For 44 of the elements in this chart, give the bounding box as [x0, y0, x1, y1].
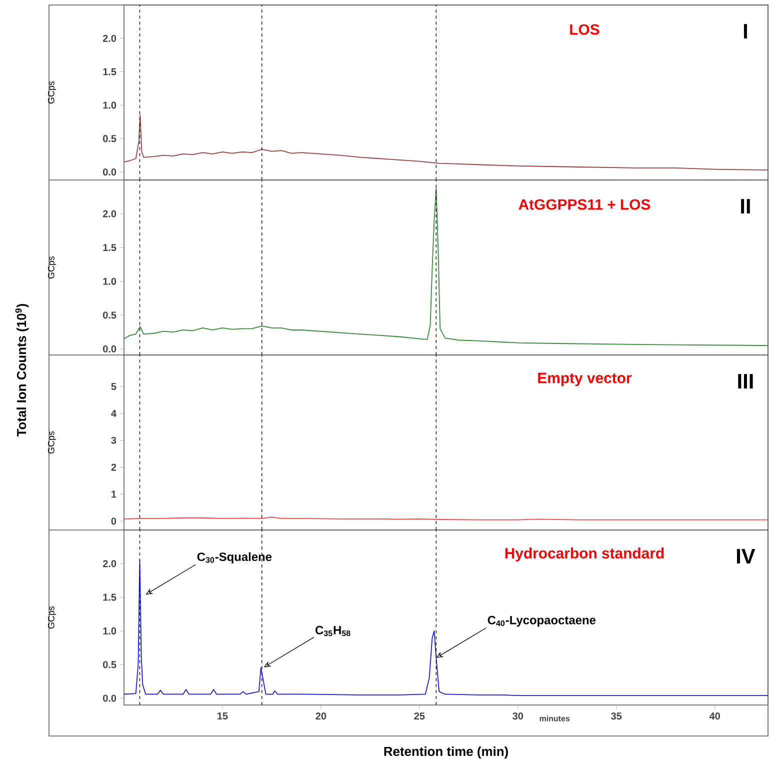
annotation: III [738, 374, 753, 388]
y-tick-label: 5 [111, 383, 116, 390]
annotation: I [744, 24, 747, 38]
annotation: II [741, 199, 750, 214]
text: Hydrocarbon standard [505, 548, 664, 562]
y-tick-label: 0 [111, 518, 116, 525]
annotation: C$_{40}$-Lycopaoctaene [488, 616, 596, 627]
x-tick-label: 25 [414, 712, 425, 720]
y-tick-label: 1.0 [103, 102, 116, 109]
y-tick-label: 2.0 [102, 560, 116, 568]
x-axis-title: Retention time (min) [384, 746, 508, 759]
y-tick-label: 0.5 [103, 312, 116, 319]
y-tick-label: 0.5 [103, 135, 116, 142]
annotation: C$_{30}$-Squalene [197, 552, 272, 564]
x-tick-label: 15 [218, 712, 228, 720]
y-tick-label: 1.5 [103, 68, 116, 76]
x-tick-label: 20 [316, 712, 326, 720]
y-tick-label: 3 [111, 436, 116, 444]
x-tick-label: 40 [709, 712, 720, 720]
y-axis-title: GCps [48, 81, 56, 104]
y-tick-label: 1.5 [103, 244, 116, 252]
text: LOS [570, 24, 600, 35]
annotation: C$_{35}$H$_{58}$ [316, 626, 350, 636]
y-axis-title: GCps [48, 606, 56, 629]
text: AtGGPPS11 + LOS [518, 199, 650, 210]
y-tick-label: 2.0 [102, 34, 116, 42]
y-tick-label: 2.0 [102, 210, 116, 218]
y-tick-label: 0.5 [103, 661, 116, 668]
y-tick-label: 0.0 [103, 345, 116, 352]
y-tick-label: 1 [112, 490, 116, 498]
y-tick-label: 0.0 [103, 694, 116, 702]
y-axis-title: GCps [48, 431, 56, 454]
y-tick-label: 1.5 [103, 594, 116, 601]
x-tick-label: 30 [512, 712, 524, 720]
x-tick-label: 35 [611, 712, 622, 720]
y-tick-label: 1.0 [103, 627, 116, 634]
text: Empty vector [538, 372, 632, 386]
y-tick-label: 1.0 [103, 278, 116, 285]
y-tick-label: 4 [111, 410, 116, 417]
y-tick-label: 0.0 [103, 168, 116, 176]
annotation: IV [736, 549, 756, 564]
y-tick-label: 2 [111, 464, 116, 471]
y-axis-title: GCps [48, 256, 56, 278]
text: Total Ion Counts (10$^{9}$) [15, 304, 29, 437]
